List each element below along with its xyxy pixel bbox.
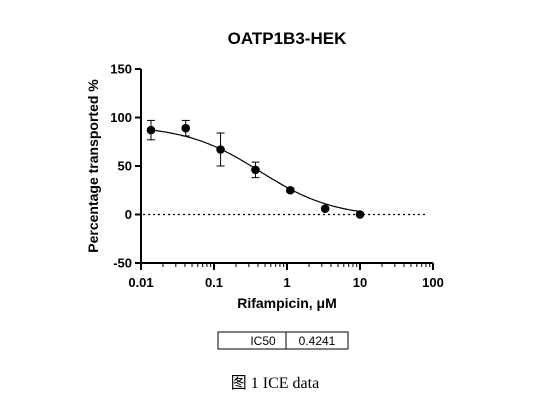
ic50-results-table: IC50 0.4241 xyxy=(217,331,349,350)
data-point xyxy=(181,123,191,133)
x-tick-label: 10 xyxy=(353,275,367,290)
y-tick-label: 50 xyxy=(118,159,132,174)
x-tick-label: 0.1 xyxy=(205,275,223,290)
y-tick-label: 0 xyxy=(125,207,132,222)
x-tick-label: 0.01 xyxy=(128,275,153,290)
x-tick-label: 100 xyxy=(422,275,444,290)
data-points xyxy=(146,119,365,219)
y-axis-label: Percentage transported % xyxy=(85,79,101,253)
data-point xyxy=(251,165,260,175)
x-axis-label: Rifampicin, μM xyxy=(237,295,337,311)
plot-area: -50 0 50 100 150 0.01 0.1 1 10 100 xyxy=(110,62,444,291)
y-tick-label: -50 xyxy=(113,256,132,271)
data-point xyxy=(216,145,225,154)
figure-caption: 图 1 ICE data xyxy=(231,375,319,392)
y-tick-label: 150 xyxy=(110,62,132,77)
table-label-ic50: IC50 xyxy=(250,334,276,348)
data-point xyxy=(146,125,156,135)
table-value-ic50: 0.4241 xyxy=(299,334,336,348)
table-value-cell xyxy=(285,331,349,350)
y-axis-ticks: -50 0 50 100 150 xyxy=(110,62,141,271)
data-point xyxy=(286,185,295,195)
x-axis-ticks: 0.01 0.1 1 10 100 xyxy=(128,263,444,290)
data-point xyxy=(320,204,330,213)
y-tick-label: 100 xyxy=(110,110,132,125)
x-tick-label: 1 xyxy=(283,275,290,290)
data-point xyxy=(355,210,365,219)
chart-title: OATP1B3-HEK xyxy=(228,29,347,48)
